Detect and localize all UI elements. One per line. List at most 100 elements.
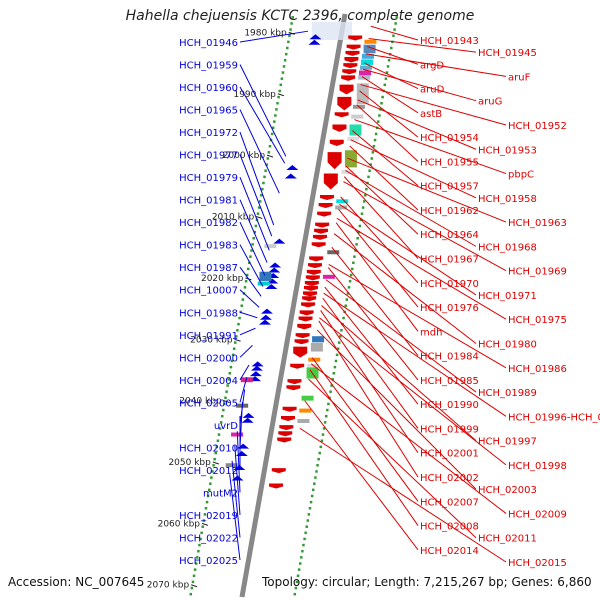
- right-label-leader: [339, 203, 477, 296]
- right-gene-label: aruF: [508, 72, 531, 83]
- ruler-tick: [212, 461, 220, 465]
- reverse-gene-arrow: [348, 35, 363, 41]
- rail-dot-right: [334, 359, 338, 363]
- left-gene-label: HCH_01981: [179, 196, 238, 207]
- rail-dot-left: [190, 586, 194, 590]
- forward-gene-arrow: [268, 267, 281, 273]
- rail-dot-right: [371, 151, 375, 154]
- right-gene-label: argD: [420, 60, 444, 71]
- reverse-gene-arrow: [297, 323, 312, 330]
- right-gene-label: HCH_02014: [420, 546, 479, 557]
- feature-block: [336, 199, 349, 204]
- left-label-leader: [229, 474, 241, 561]
- rail-dot-right: [390, 46, 393, 50]
- rail-dot-left: [290, 22, 293, 25]
- right-gene-label: HCH_02008: [420, 522, 479, 533]
- left-label-leader: [239, 266, 262, 297]
- rail-dot-right: [394, 22, 397, 25]
- ruler-label: 2030 kbp: [190, 335, 233, 345]
- reverse-gene-arrow: [329, 139, 344, 146]
- rail-dot-left: [258, 200, 262, 203]
- rail-dot-right: [348, 279, 352, 283]
- rail-dot-left: [192, 574, 196, 578]
- rail-dot-right: [337, 341, 341, 344]
- rail-dot-left: [244, 279, 248, 283]
- left-label-leader: [239, 131, 275, 226]
- rail-dot-left: [289, 28, 292, 31]
- rail-dot-left: [231, 353, 235, 357]
- right-gene-label: HCH_01945: [478, 48, 537, 59]
- right-label-leader: [309, 369, 419, 526]
- ruler-tick: [256, 216, 263, 219]
- right-gene-label: HCH_01964: [420, 230, 479, 241]
- rail-dot-right: [357, 230, 361, 234]
- rail-dot-right: [315, 470, 318, 473]
- rail-dot-right: [322, 427, 326, 430]
- rail-dot-right: [395, 16, 398, 19]
- right-label-leader: [349, 145, 419, 211]
- left-gene-label: HCH_01982: [179, 218, 238, 229]
- right-label-leader: [368, 38, 477, 53]
- rail-dot-right: [331, 378, 334, 381]
- right-label-leader: [336, 217, 507, 320]
- rail-dot-right: [339, 335, 342, 338]
- right-gene-label: HCH_01986: [508, 364, 567, 375]
- rail-dot-left: [250, 249, 253, 252]
- feature-block: [351, 114, 364, 119]
- rail-dot-right: [311, 488, 315, 492]
- right-label-leader: [321, 305, 477, 441]
- right-label-leader: [356, 104, 419, 162]
- forward-gene-arrow: [265, 284, 278, 290]
- right-gene-label: HCH_01976: [420, 303, 479, 314]
- left-gene-label: HCH_01991: [179, 331, 238, 342]
- rail-dot-left: [198, 543, 201, 547]
- rail-dot-left: [271, 126, 275, 130]
- forward-gene-arrow: [286, 164, 299, 170]
- rail-dot-right: [384, 77, 388, 80]
- left-gene-label: HCH_01960: [179, 83, 238, 94]
- rail-dot-right: [297, 568, 301, 571]
- right-label-leader: [328, 263, 507, 369]
- rail-dot-right: [318, 451, 321, 455]
- right-label-leader: [318, 320, 419, 478]
- left-gene-label: HCH_01959: [179, 61, 238, 72]
- rail-dot-right: [326, 408, 329, 412]
- reverse-gene-arrow: [279, 425, 294, 431]
- reverse-gene-arrow: [280, 415, 295, 421]
- rail-dot-left: [235, 335, 238, 338]
- rail-dot-left: [205, 500, 209, 504]
- ruler-label: 2000 kbp: [223, 151, 266, 161]
- left-label-leader: [239, 345, 253, 358]
- reverse-gene-arrow: [311, 242, 326, 248]
- rail-dot-left: [287, 40, 290, 44]
- rail-dot-right: [367, 175, 370, 179]
- rail-dot-left: [220, 414, 224, 418]
- rail-dot-right: [365, 187, 368, 191]
- rail-dot-right: [346, 292, 350, 295]
- right-label-leader: [338, 208, 419, 308]
- reverse-gene-arrow: [294, 339, 309, 345]
- right-label-leader: [333, 233, 477, 344]
- rail-dot-right: [353, 255, 356, 258]
- backbone-line: [239, 13, 348, 598]
- ruler-tick: [201, 522, 209, 526]
- right-gene-label: HCH_02009: [508, 509, 567, 520]
- feature-block: [363, 44, 376, 54]
- rail-dot-right: [347, 286, 351, 289]
- rail-dot-left: [261, 187, 264, 191]
- ruler-label: 2050 kbp: [168, 458, 211, 468]
- feature-block: [225, 463, 238, 468]
- rail-dot-left: [217, 433, 221, 436]
- rail-dot-left: [219, 421, 223, 424]
- feature-block: [257, 281, 270, 286]
- left-label-leader: [239, 109, 280, 194]
- rail-dot-left: [214, 451, 217, 455]
- rail-dot-left: [238, 316, 241, 320]
- left-label-leader: [239, 244, 264, 287]
- rail-dot-left: [232, 347, 236, 350]
- left-label-leader: [239, 86, 286, 164]
- reverse-gene-arrow: [342, 69, 357, 75]
- right-gene-label: HCH_01997: [478, 437, 537, 448]
- rail-dot-left: [275, 108, 278, 111]
- rail-dot-right: [387, 59, 391, 62]
